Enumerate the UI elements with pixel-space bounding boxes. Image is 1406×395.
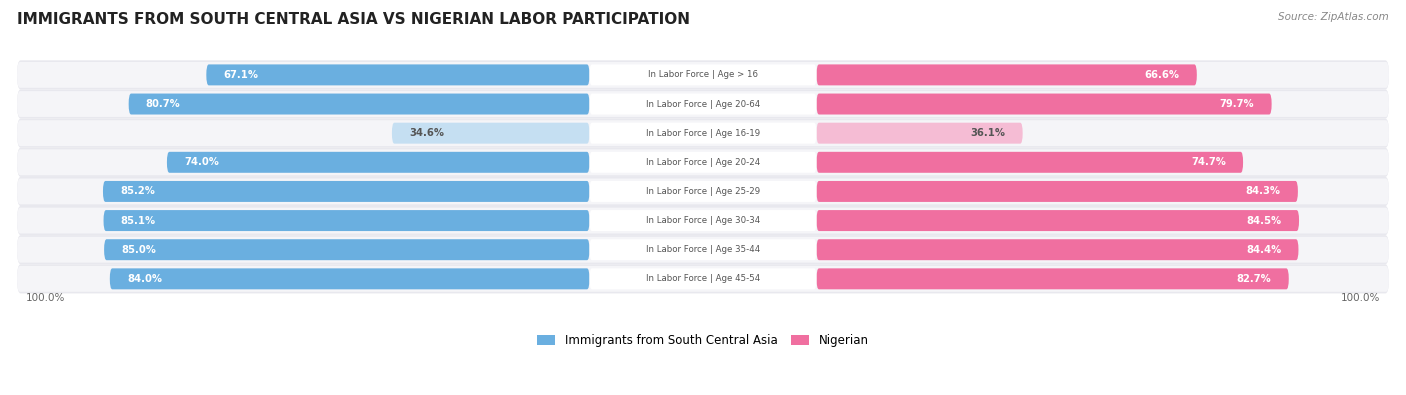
FancyBboxPatch shape (817, 152, 1243, 173)
Legend: Immigrants from South Central Asia, Nigerian: Immigrants from South Central Asia, Nige… (537, 334, 869, 347)
FancyBboxPatch shape (167, 152, 589, 173)
FancyBboxPatch shape (817, 181, 1298, 202)
FancyBboxPatch shape (110, 268, 589, 289)
FancyBboxPatch shape (129, 94, 589, 115)
FancyBboxPatch shape (17, 264, 1389, 293)
Text: 84.4%: 84.4% (1246, 245, 1281, 255)
FancyBboxPatch shape (589, 210, 817, 231)
Text: In Labor Force | Age 16-19: In Labor Force | Age 16-19 (645, 129, 761, 138)
FancyBboxPatch shape (392, 123, 589, 144)
Text: 85.0%: 85.0% (121, 245, 156, 255)
FancyBboxPatch shape (104, 239, 589, 260)
FancyBboxPatch shape (17, 148, 1389, 177)
FancyBboxPatch shape (17, 237, 1389, 263)
Text: 85.1%: 85.1% (121, 216, 156, 226)
FancyBboxPatch shape (589, 268, 817, 289)
Text: 100.0%: 100.0% (25, 293, 65, 303)
Text: In Labor Force | Age 30-34: In Labor Force | Age 30-34 (645, 216, 761, 225)
Text: 84.3%: 84.3% (1246, 186, 1281, 196)
FancyBboxPatch shape (17, 91, 1389, 117)
Text: In Labor Force | Age 20-64: In Labor Force | Age 20-64 (645, 100, 761, 109)
Text: In Labor Force | Age 20-24: In Labor Force | Age 20-24 (645, 158, 761, 167)
Text: 79.7%: 79.7% (1220, 99, 1254, 109)
Text: 82.7%: 82.7% (1237, 274, 1271, 284)
FancyBboxPatch shape (817, 123, 1022, 144)
FancyBboxPatch shape (104, 210, 589, 231)
FancyBboxPatch shape (817, 239, 1299, 260)
Text: In Labor Force | Age 35-44: In Labor Force | Age 35-44 (645, 245, 761, 254)
FancyBboxPatch shape (817, 64, 1197, 85)
Text: 84.5%: 84.5% (1247, 216, 1282, 226)
FancyBboxPatch shape (589, 152, 817, 173)
FancyBboxPatch shape (817, 210, 1299, 231)
Text: In Labor Force | Age 25-29: In Labor Force | Age 25-29 (645, 187, 761, 196)
FancyBboxPatch shape (17, 235, 1389, 264)
Text: 80.7%: 80.7% (146, 99, 180, 109)
FancyBboxPatch shape (817, 268, 1289, 289)
Text: Source: ZipAtlas.com: Source: ZipAtlas.com (1278, 12, 1389, 22)
FancyBboxPatch shape (589, 239, 817, 260)
Text: 74.7%: 74.7% (1191, 157, 1226, 167)
Text: In Labor Force | Age > 16: In Labor Force | Age > 16 (648, 70, 758, 79)
FancyBboxPatch shape (17, 120, 1389, 146)
Text: In Labor Force | Age 45-54: In Labor Force | Age 45-54 (645, 275, 761, 283)
Text: 84.0%: 84.0% (127, 274, 162, 284)
FancyBboxPatch shape (17, 179, 1389, 204)
FancyBboxPatch shape (17, 266, 1389, 292)
FancyBboxPatch shape (17, 62, 1389, 88)
FancyBboxPatch shape (17, 206, 1389, 235)
Text: 67.1%: 67.1% (224, 70, 259, 80)
Text: 100.0%: 100.0% (1341, 293, 1381, 303)
Text: 34.6%: 34.6% (409, 128, 444, 138)
FancyBboxPatch shape (17, 60, 1389, 89)
Text: IMMIGRANTS FROM SOUTH CENTRAL ASIA VS NIGERIAN LABOR PARTICIPATION: IMMIGRANTS FROM SOUTH CENTRAL ASIA VS NI… (17, 12, 690, 27)
FancyBboxPatch shape (589, 123, 817, 144)
FancyBboxPatch shape (207, 64, 589, 85)
FancyBboxPatch shape (589, 94, 817, 115)
FancyBboxPatch shape (17, 208, 1389, 233)
Text: 85.2%: 85.2% (120, 186, 155, 196)
FancyBboxPatch shape (17, 89, 1389, 118)
FancyBboxPatch shape (817, 94, 1271, 115)
FancyBboxPatch shape (589, 181, 817, 202)
Text: 66.6%: 66.6% (1144, 70, 1180, 80)
Text: 36.1%: 36.1% (970, 128, 1005, 138)
FancyBboxPatch shape (103, 181, 589, 202)
FancyBboxPatch shape (17, 118, 1389, 148)
FancyBboxPatch shape (17, 177, 1389, 206)
FancyBboxPatch shape (17, 149, 1389, 175)
Text: 74.0%: 74.0% (184, 157, 219, 167)
FancyBboxPatch shape (589, 64, 817, 85)
